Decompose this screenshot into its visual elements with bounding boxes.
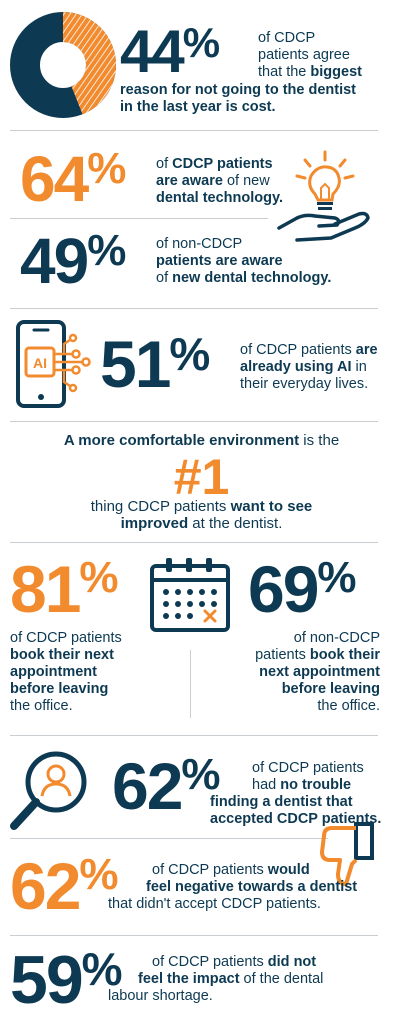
stat-49-text: of non-CDCP patients are aware of new de… xyxy=(156,236,332,286)
stat-44-number: 44% xyxy=(120,18,220,85)
stat-44-text-b: reason for not going to the dentist in th… xyxy=(120,82,357,115)
stat-62b-number: 62% xyxy=(10,849,119,923)
divider-4 xyxy=(10,421,378,422)
donut-chart-icon xyxy=(10,12,117,118)
thumbs-down-icon xyxy=(320,822,374,886)
divider-7 xyxy=(10,838,328,839)
stat-59-number: 59% xyxy=(10,942,123,1018)
stat-64-number: 64% xyxy=(20,143,126,215)
stat-69-number: 69% xyxy=(248,552,357,626)
ai-icon-label: AI xyxy=(33,355,47,371)
rank-1-number: #1 xyxy=(173,449,230,505)
donut-segment-44 xyxy=(63,12,117,115)
vertical-divider xyxy=(190,650,191,718)
stat-44-text-a: of CDCP patients agree that the biggest xyxy=(258,30,362,80)
lightbulb-hand-icon xyxy=(277,150,370,242)
divider-3 xyxy=(10,308,378,309)
ai-phone-icon: AI xyxy=(16,320,91,408)
divider-2 xyxy=(10,218,268,219)
stat-51-number: 51% xyxy=(100,327,210,401)
stat-64-text: of CDCP patients are aware of new dental… xyxy=(156,156,284,206)
divider-8 xyxy=(10,935,378,936)
stat-81-text: of CDCP patients book their next appoint… xyxy=(10,630,122,714)
divider-5 xyxy=(10,542,378,543)
stat-81-number: 81% xyxy=(10,552,119,626)
stat-62a-text-a: of CDCP patients had no trouble xyxy=(252,760,364,793)
stat-59-text: of CDCP patients did not feel the impact… xyxy=(108,954,324,1004)
divider-6 xyxy=(10,735,378,736)
stat-62a-text-b: finding a dentist that accepted CDCP pat… xyxy=(210,794,382,827)
stat-69-text: of non-CDCP patients book their next app… xyxy=(255,630,380,714)
rank-1-text-a: A more comfortable environment is the xyxy=(63,432,340,449)
stat-51-text: of CDCP patients are already using AI in… xyxy=(240,342,378,392)
magnifier-person-icon xyxy=(10,751,87,830)
stat-49-number: 49% xyxy=(20,225,126,297)
divider-1 xyxy=(10,130,378,131)
calendar-icon xyxy=(150,558,230,632)
rank-1-text-b: thing CDCP patients want to see improved… xyxy=(90,498,313,532)
stat-62b-text: of CDCP patients would feel negative tow… xyxy=(108,862,358,912)
stat-62a-number: 62% xyxy=(112,749,221,823)
